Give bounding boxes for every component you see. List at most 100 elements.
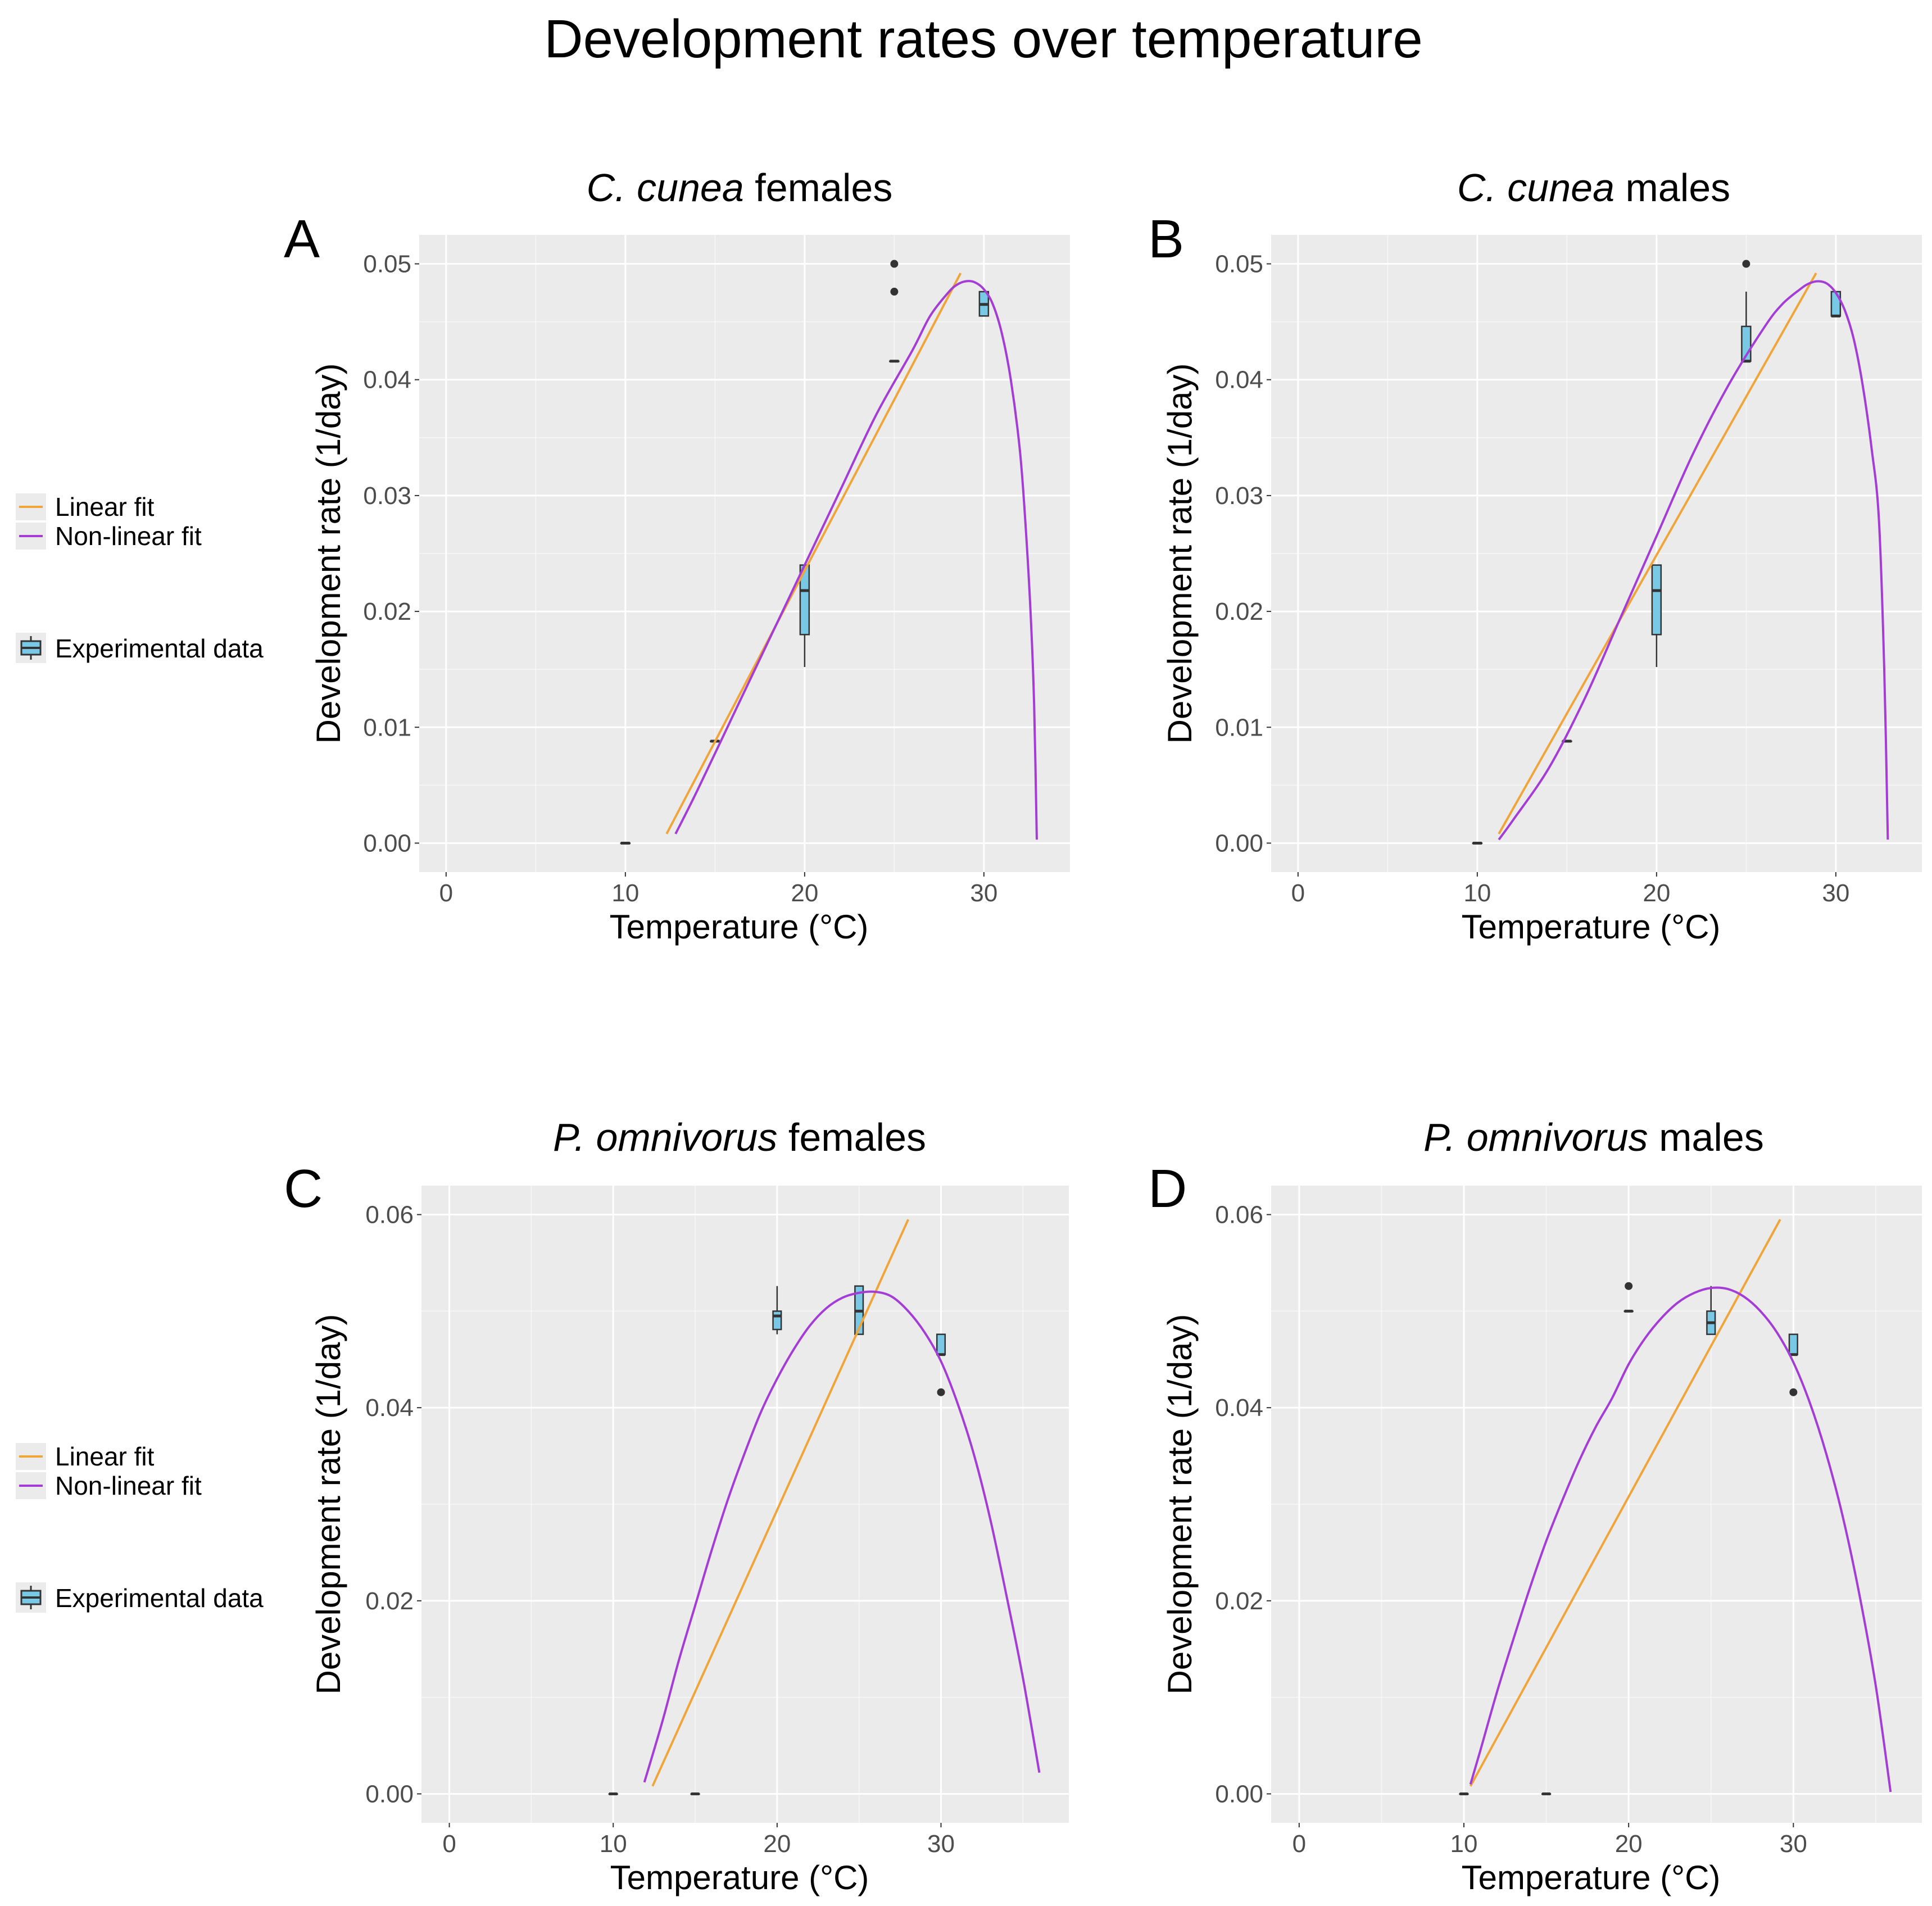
plot-area	[620, 260, 1038, 845]
x-axis-title: Temperature (°C)	[1462, 908, 1721, 946]
x-tick-label: 30	[1822, 879, 1849, 907]
legend-label-nonlinear: Non-linear fit	[55, 521, 202, 551]
x-tick-label: 20	[791, 879, 818, 907]
y-tick-label: 0.01	[1215, 714, 1263, 741]
y-tick-label: 0.00	[1215, 829, 1263, 857]
x-tick-label: 0	[439, 879, 453, 907]
legend-top: Linear fit Non-linear fit Experimental d…	[16, 492, 264, 663]
panel-title-species: C. cunea	[587, 166, 744, 210]
nonlinear-fit-line	[1469, 1286, 1892, 1792]
legend-label-nonlinear: Non-linear fit	[55, 1471, 202, 1500]
box-30C	[1830, 291, 1842, 317]
y-axis-title: Development rate (1/day)	[1161, 364, 1199, 744]
plot-area	[1472, 260, 1889, 845]
x-tick-label: 20	[1615, 1830, 1643, 1858]
linear-fit-line	[1498, 273, 1817, 834]
box-30C	[978, 291, 990, 317]
box-body	[1651, 564, 1662, 636]
y-tick-label: 0.04	[363, 366, 411, 394]
y-tick-label: 0.02	[363, 598, 411, 625]
x-tick-label: 30	[970, 879, 997, 907]
y-tick-label: 0.00	[1215, 1780, 1263, 1808]
y-tick-label: 0.00	[365, 1780, 414, 1808]
y-tick-label: 0.00	[363, 829, 411, 857]
box-outlier	[1789, 1388, 1798, 1396]
y-tick-label: 0.02	[365, 1587, 414, 1615]
box-25C	[1706, 1286, 1716, 1335]
legend-label-data: Experimental data	[55, 1583, 264, 1613]
x-tick-label: 0	[442, 1830, 456, 1858]
box-body	[936, 1333, 946, 1355]
linear-fit-line	[665, 273, 962, 834]
y-tick-label: 0.04	[365, 1394, 414, 1422]
panel-letter: C	[284, 1159, 323, 1219]
x-tick-label: 10	[611, 879, 639, 907]
y-tick-label: 0.04	[1215, 366, 1263, 394]
y-tick-label: 0.05	[1215, 251, 1263, 278]
nonlinear-fit-line	[643, 1290, 1041, 1783]
legend-label-linear: Linear fit	[55, 1442, 155, 1471]
x-tick-label: 10	[1450, 1830, 1478, 1858]
panel-title-sex: females	[777, 1115, 926, 1159]
plot-area	[1459, 1219, 1892, 1795]
box-body	[1830, 291, 1842, 317]
panel-title-sex: males	[1648, 1115, 1764, 1159]
y-tick-label: 0.06	[1215, 1201, 1263, 1229]
main-title: Development rates over temperature	[544, 9, 1422, 69]
x-tick-label: 0	[1291, 879, 1305, 907]
box-20C	[772, 1286, 782, 1335]
box-outlier	[890, 260, 899, 268]
x-axis-title: Temperature (°C)	[610, 1859, 869, 1896]
y-tick-label: 0.03	[363, 482, 411, 510]
box-outlier	[1742, 260, 1750, 268]
y-axis-title: Development rate (1/day)	[310, 1314, 347, 1695]
panel-title-species: C. cunea	[1457, 166, 1614, 210]
y-tick-label: 0.05	[363, 251, 411, 278]
legend-bottom: Linear fit Non-linear fit Experimental d…	[16, 1442, 264, 1613]
panel-title: P. omnivorus females	[553, 1115, 926, 1159]
box-outlier	[890, 288, 899, 296]
x-axis-title: Temperature (°C)	[610, 908, 869, 946]
linear-fit-line	[651, 1219, 910, 1787]
box-20C	[1651, 564, 1662, 668]
panel-title-sex: females	[744, 166, 893, 210]
panel-title-species: P. omnivorus	[1423, 1115, 1648, 1159]
plot-area	[608, 1219, 1041, 1795]
x-tick-label: 0	[1292, 1830, 1306, 1858]
box-outlier	[937, 1388, 945, 1396]
panels: 0 10 20 30 0.00 0.01 0.02 0.03 0.04 0.05 A C. cunea…	[284, 166, 1922, 1896]
x-tick-label: 10	[1463, 879, 1491, 907]
y-tick-label: 0.01	[363, 714, 411, 741]
panel-letter: A	[284, 209, 320, 269]
chart-panel-a: 0 10 20 30 0.00 0.01 0.02 0.03 0.04 0.05 A C. cunea…	[284, 166, 1070, 946]
panel-title-sex: males	[1614, 166, 1730, 210]
panel-title: C. cunea females	[587, 166, 893, 210]
panel-title: C. cunea males	[1457, 166, 1730, 210]
nonlinear-fit-line	[674, 280, 1038, 840]
x-tick-label: 20	[1643, 879, 1670, 907]
chart-panel-d: 0 10 20 30 0.00 0.02 0.04 0.06 D P. omnivorus mal…	[1148, 1115, 1922, 1896]
x-tick-label: 30	[927, 1830, 955, 1858]
y-tick-label: 0.06	[365, 1201, 414, 1229]
box-body	[772, 1310, 782, 1331]
x-tick-label: 20	[763, 1830, 791, 1858]
panel-title-species: P. omnivorus	[553, 1115, 777, 1159]
x-axis-title: Temperature (°C)	[1462, 1859, 1721, 1896]
box-outlier	[1625, 1282, 1633, 1290]
y-tick-label: 0.02	[1215, 598, 1263, 625]
x-tick-label: 10	[600, 1830, 627, 1858]
panel-letter: D	[1148, 1159, 1187, 1219]
y-tick-label: 0.02	[1215, 1587, 1263, 1615]
nonlinear-fit-line	[1498, 280, 1889, 841]
y-tick-label: 0.04	[1215, 1394, 1263, 1422]
chart-panel-b: 0 10 20 30 0.00 0.01 0.02 0.03 0.04 0.05 B C. cunea…	[1148, 166, 1922, 946]
y-axis-title: Development rate (1/day)	[310, 364, 347, 744]
y-tick-label: 0.03	[1215, 482, 1263, 510]
chart-panel-c: 0 10 20 30 0.00 0.02 0.04 0.06 C P. omnivorus fem…	[284, 1115, 1069, 1896]
y-axis-title: Development rate (1/day)	[1161, 1314, 1199, 1695]
x-tick-label: 30	[1780, 1830, 1807, 1858]
legend-label-data: Experimental data	[55, 634, 264, 663]
box-25C	[889, 260, 900, 363]
legend-label-linear: Linear fit	[55, 492, 155, 521]
